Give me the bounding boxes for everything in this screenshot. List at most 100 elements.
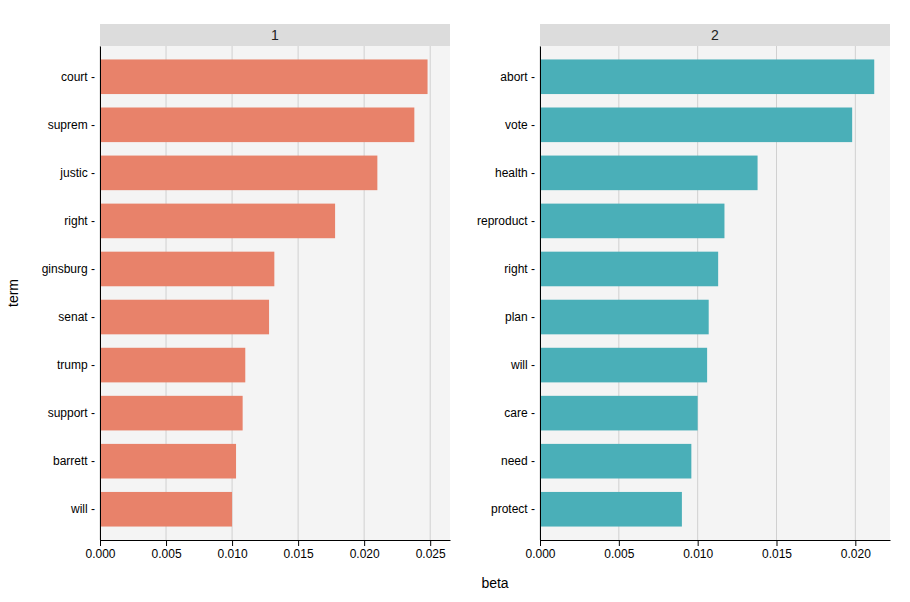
tick-mark <box>540 540 541 546</box>
category-axis: abort - vote - health - reproduct - right - p… <box>477 47 541 541</box>
tick: health - <box>495 166 535 180</box>
tick-mark <box>232 540 233 546</box>
bar <box>100 396 243 431</box>
tick-label: suprem - <box>48 118 95 132</box>
tick: 0.020 <box>841 540 871 561</box>
bar <box>540 108 852 143</box>
bar <box>100 204 335 239</box>
plot-background <box>100 46 450 540</box>
tick-label: 0.015 <box>762 547 792 561</box>
tick-mark <box>698 540 699 546</box>
tick-label: health - <box>495 166 535 180</box>
tick: 0.005 <box>152 540 182 561</box>
tick-label: senat - <box>58 310 95 324</box>
bar <box>100 252 274 287</box>
x-axis-label: beta <box>481 575 508 591</box>
tick-mark <box>298 540 299 546</box>
panel-title: 2 <box>711 27 719 43</box>
tick-label: vote - <box>505 118 535 132</box>
bars <box>540 59 874 526</box>
y-axis-label: term <box>5 279 21 307</box>
grid-line <box>100 46 101 540</box>
tick-label: 0.000 <box>85 547 115 561</box>
tick-mark <box>166 540 167 546</box>
panel: 0.0000.0050.0100.0150.0200.025court -sup… <box>42 24 451 561</box>
tick-label: plan - <box>505 310 535 324</box>
tick-label: protect - <box>491 502 535 516</box>
tick-label: 0.005 <box>604 547 634 561</box>
tick-label: trump - <box>57 358 95 372</box>
tick-mark <box>855 540 856 546</box>
tick: 0.010 <box>218 540 248 561</box>
bar <box>540 492 682 527</box>
bar <box>540 252 718 287</box>
tick-label: care - <box>504 406 535 420</box>
tick: abort - <box>500 70 535 84</box>
value-axis: 0.000 0.005 0.010 0.015 0.020 <box>525 540 890 561</box>
tick: 0.020 <box>350 540 380 561</box>
axis-line <box>100 47 101 541</box>
grid <box>100 46 430 540</box>
bar <box>100 108 414 143</box>
bar <box>540 300 709 335</box>
tick-label: barrett - <box>53 454 95 468</box>
tick: court - <box>61 70 95 84</box>
tick: 0.015 <box>762 540 792 561</box>
tick-label: court - <box>61 70 95 84</box>
strip <box>540 24 890 46</box>
bar <box>100 444 236 479</box>
grid <box>540 46 855 540</box>
bar <box>100 348 245 383</box>
panel-title: 1 <box>271 27 279 43</box>
tick-mark <box>100 540 101 546</box>
tick-mark <box>364 540 365 546</box>
bars <box>100 59 428 526</box>
grid-line <box>540 46 541 540</box>
tick: will - <box>70 502 95 516</box>
bar <box>100 492 232 527</box>
tick: need - <box>501 454 535 468</box>
axis-line <box>101 540 451 541</box>
tick-label: abort - <box>500 70 535 84</box>
tick: care - <box>504 406 535 420</box>
tick: 0.005 <box>604 540 634 561</box>
tick: 0.000 <box>85 540 115 561</box>
chart: 0.0000.0050.0100.0150.0200.025court -sup… <box>0 0 910 602</box>
tick-label: right - <box>64 214 95 228</box>
tick: 0.000 <box>525 540 555 561</box>
tick-label: need - <box>501 454 535 468</box>
bar <box>100 59 428 94</box>
tick: justic - <box>59 166 95 180</box>
tick-mark <box>619 540 620 546</box>
tick: barrett - <box>53 454 95 468</box>
tick-mark <box>776 540 777 546</box>
tick: 0.010 <box>683 540 713 561</box>
tick-label: support - <box>48 406 95 420</box>
tick-label: 0.000 <box>525 547 555 561</box>
bar <box>540 59 874 94</box>
tick-label: 0.020 <box>841 547 871 561</box>
tick: ginsburg - <box>42 262 95 276</box>
tick: vote - <box>505 118 535 132</box>
tick: protect - <box>491 502 535 516</box>
tick-label: ginsburg - <box>42 262 95 276</box>
tick-label: right - <box>504 262 535 276</box>
bar <box>540 348 707 383</box>
strip <box>100 24 450 46</box>
tick-label: reproduct - <box>477 214 535 228</box>
tick: senat - <box>58 310 95 324</box>
panel: 0.000 0.005 0.010 0.015 0.020 abort - vote - he… <box>477 24 891 561</box>
tick-label: 0.015 <box>284 547 314 561</box>
bar <box>100 300 269 335</box>
category-axis: court - suprem - justic - right - ginsburg -… <box>42 47 101 541</box>
tick-label: 0.010 <box>218 547 248 561</box>
bar <box>540 204 724 239</box>
tick-mark <box>430 540 431 546</box>
tick: right - <box>64 214 95 228</box>
tick-label: 0.020 <box>350 547 380 561</box>
tick: right - <box>504 262 535 276</box>
bar <box>540 156 758 191</box>
grid-line <box>855 46 856 540</box>
value-axis: 0.0000.0050.0100.0150.0200.025 <box>85 540 450 561</box>
axis-line <box>541 540 891 541</box>
